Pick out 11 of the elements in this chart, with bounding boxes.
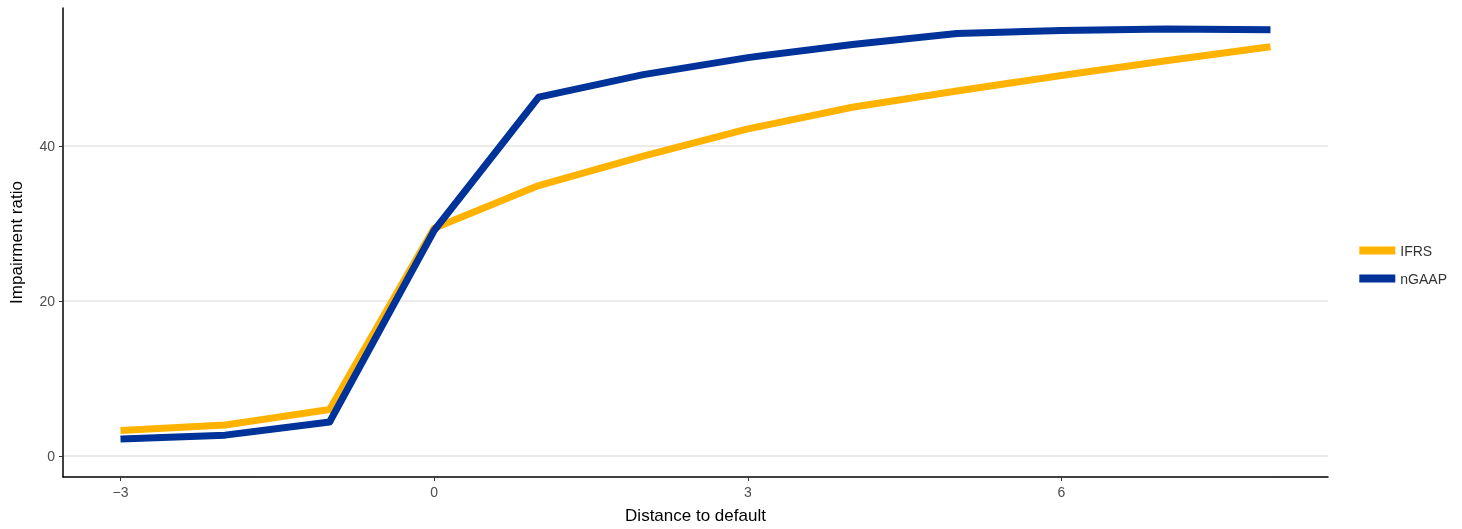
y-axis-title: Impairment ratio <box>7 181 26 304</box>
y-tick-label: 0 <box>47 448 56 465</box>
y-tick-label: 40 <box>39 137 56 154</box>
x-tick-label: 6 <box>1057 484 1066 500</box>
x-tick-label: 3 <box>743 484 752 500</box>
x-axis-title: Distance to default <box>625 506 767 525</box>
legend-label: IFRS <box>1400 242 1433 259</box>
y-tick-label: 20 <box>39 293 56 310</box>
x-tick-label: 0 <box>430 484 439 500</box>
x-tick-label: −3 <box>112 484 129 500</box>
legend-label: nGAAP <box>1400 270 1448 287</box>
